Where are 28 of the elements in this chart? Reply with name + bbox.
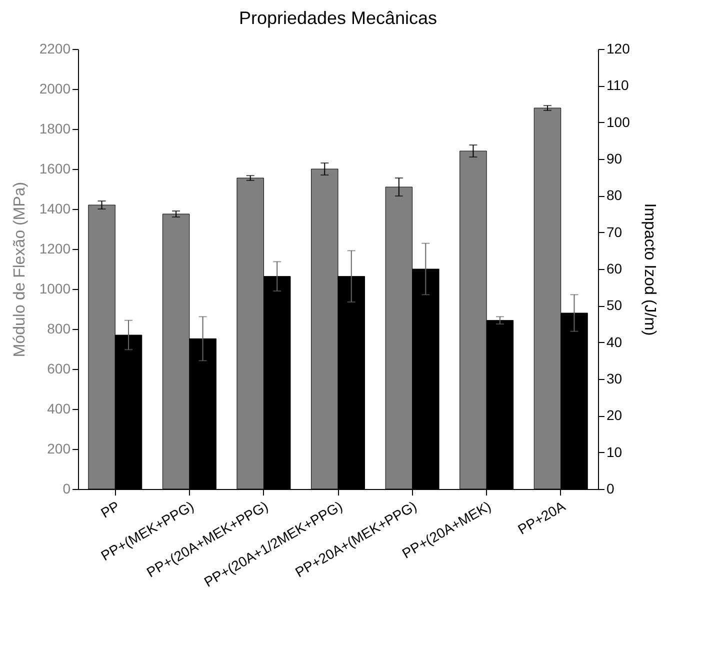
y2-tick-label: 60: [606, 260, 622, 276]
y-axis-title: Módulo de Flexão (MPa): [11, 182, 28, 358]
y2-tick-label: 30: [606, 370, 622, 386]
y2-tick-label: 120: [606, 40, 630, 56]
y-tick-label: 1600: [39, 160, 71, 176]
y-tick-label: 2200: [39, 40, 71, 56]
y-tick-label: 400: [47, 400, 71, 416]
y2-tick-label: 20: [606, 407, 622, 424]
y2-tick-label: 110: [606, 77, 630, 94]
chart-title: Propriedades Mecânicas: [238, 8, 438, 28]
y2-tick-label: 50: [606, 297, 622, 314]
y2-axis-title: Impacto Izod (J/m): [640, 203, 658, 336]
y-tick-label: 600: [47, 360, 71, 376]
y2-tick-label: 90: [606, 150, 622, 166]
y-tick-label: 0: [62, 480, 71, 496]
y-tick-label: 1400: [39, 200, 71, 216]
y2-tick-label: 10: [606, 444, 622, 460]
y2-tick-label: 70: [606, 224, 622, 240]
y2-tick-label: 40: [606, 334, 622, 350]
y-tick-label: 2000: [39, 80, 71, 96]
y-tick-label: 200: [47, 440, 71, 456]
y2-tick-label: 100: [606, 114, 630, 130]
y-tick-label: 800: [47, 320, 71, 336]
y-tick-label: 1800: [39, 120, 71, 136]
y-tick-label: 1200: [39, 240, 71, 256]
y2-tick-label: 0: [606, 480, 614, 496]
y-tick-label: 1000: [39, 280, 71, 296]
y2-tick-label: 80: [606, 187, 622, 204]
